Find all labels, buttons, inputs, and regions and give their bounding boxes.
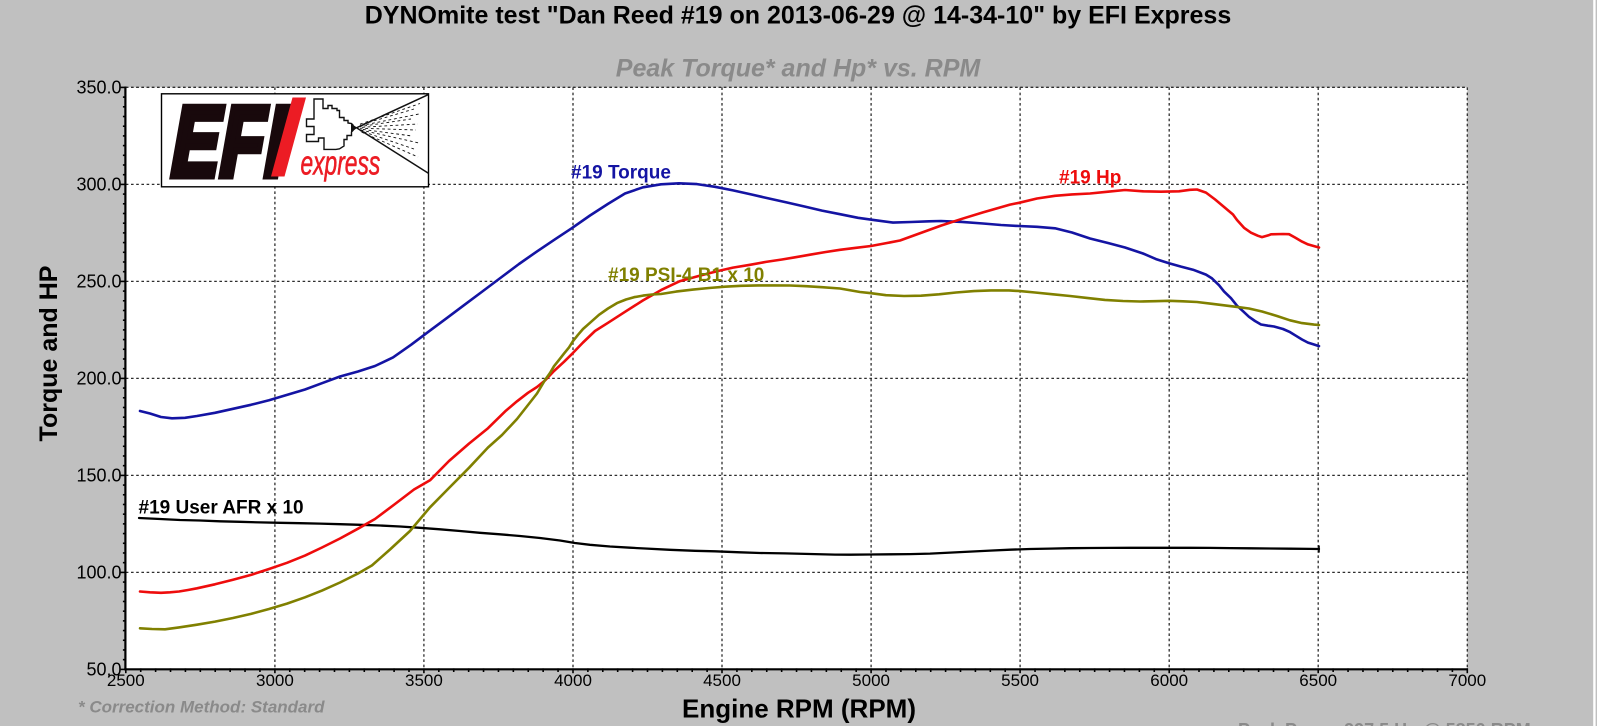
svg-text:6500: 6500 bbox=[1299, 671, 1337, 690]
svg-text:#19 Torque: #19 Torque bbox=[571, 163, 671, 184]
svg-text:4000: 4000 bbox=[554, 671, 592, 690]
svg-text:DYNOmite test "Dan Reed #19 on: DYNOmite test "Dan Reed #19 on 2013-06-2… bbox=[365, 2, 1232, 30]
svg-text:#19 PSI-4 B1 x 10: #19 PSI-4 B1 x 10 bbox=[608, 265, 764, 286]
svg-text:200.0: 200.0 bbox=[76, 369, 121, 389]
svg-text:Peak Torque* and Hp* vs. RPM: Peak Torque* and Hp* vs. RPM bbox=[616, 54, 982, 82]
svg-text:Peak Power 297.5 Hp @ 5850 RPM: Peak Power 297.5 Hp @ 5850 RPM bbox=[1238, 720, 1531, 726]
svg-text:250.0: 250.0 bbox=[76, 272, 121, 292]
svg-text:150.0: 150.0 bbox=[76, 466, 121, 486]
svg-text:EFI: EFI bbox=[170, 87, 289, 198]
svg-text:4500: 4500 bbox=[703, 671, 741, 690]
svg-text:Engine RPM (RPM): Engine RPM (RPM) bbox=[682, 694, 916, 724]
svg-text:100.0: 100.0 bbox=[76, 563, 121, 583]
svg-text:5500: 5500 bbox=[1001, 671, 1039, 690]
svg-text:* Correction Method: Standard: * Correction Method: Standard bbox=[78, 698, 325, 717]
svg-text:3000: 3000 bbox=[256, 671, 294, 690]
svg-text:350.0: 350.0 bbox=[76, 78, 121, 98]
svg-text:6000: 6000 bbox=[1150, 671, 1188, 690]
svg-text:2500: 2500 bbox=[107, 671, 145, 690]
svg-text:3500: 3500 bbox=[405, 671, 443, 690]
svg-text:5000: 5000 bbox=[852, 671, 890, 690]
svg-text:#19 User AFR x 10: #19 User AFR x 10 bbox=[139, 498, 304, 519]
svg-text:50.0: 50.0 bbox=[86, 660, 121, 680]
svg-text:Torque and HP: Torque and HP bbox=[35, 266, 63, 442]
svg-text:300.0: 300.0 bbox=[76, 175, 121, 195]
svg-text:express: express bbox=[301, 145, 381, 183]
svg-text:7000: 7000 bbox=[1448, 671, 1486, 690]
svg-text:#19 Hp: #19 Hp bbox=[1059, 168, 1121, 189]
